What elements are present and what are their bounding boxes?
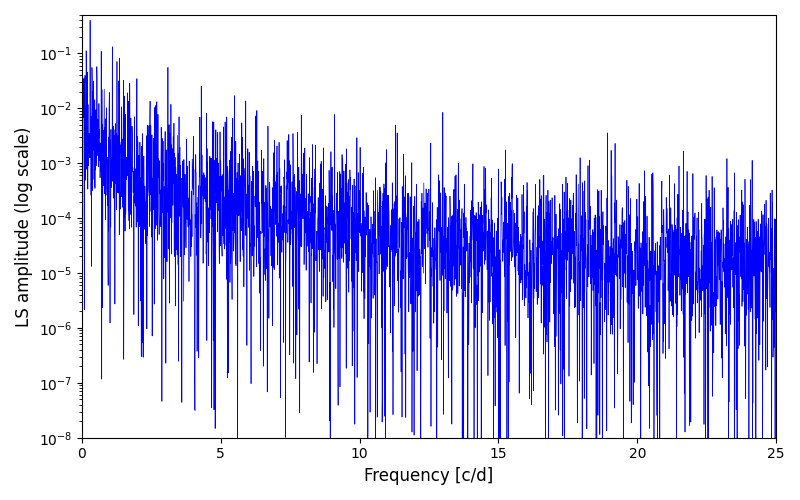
Y-axis label: LS amplitude (log scale): LS amplitude (log scale)	[15, 126, 33, 326]
X-axis label: Frequency [c/d]: Frequency [c/d]	[364, 467, 494, 485]
